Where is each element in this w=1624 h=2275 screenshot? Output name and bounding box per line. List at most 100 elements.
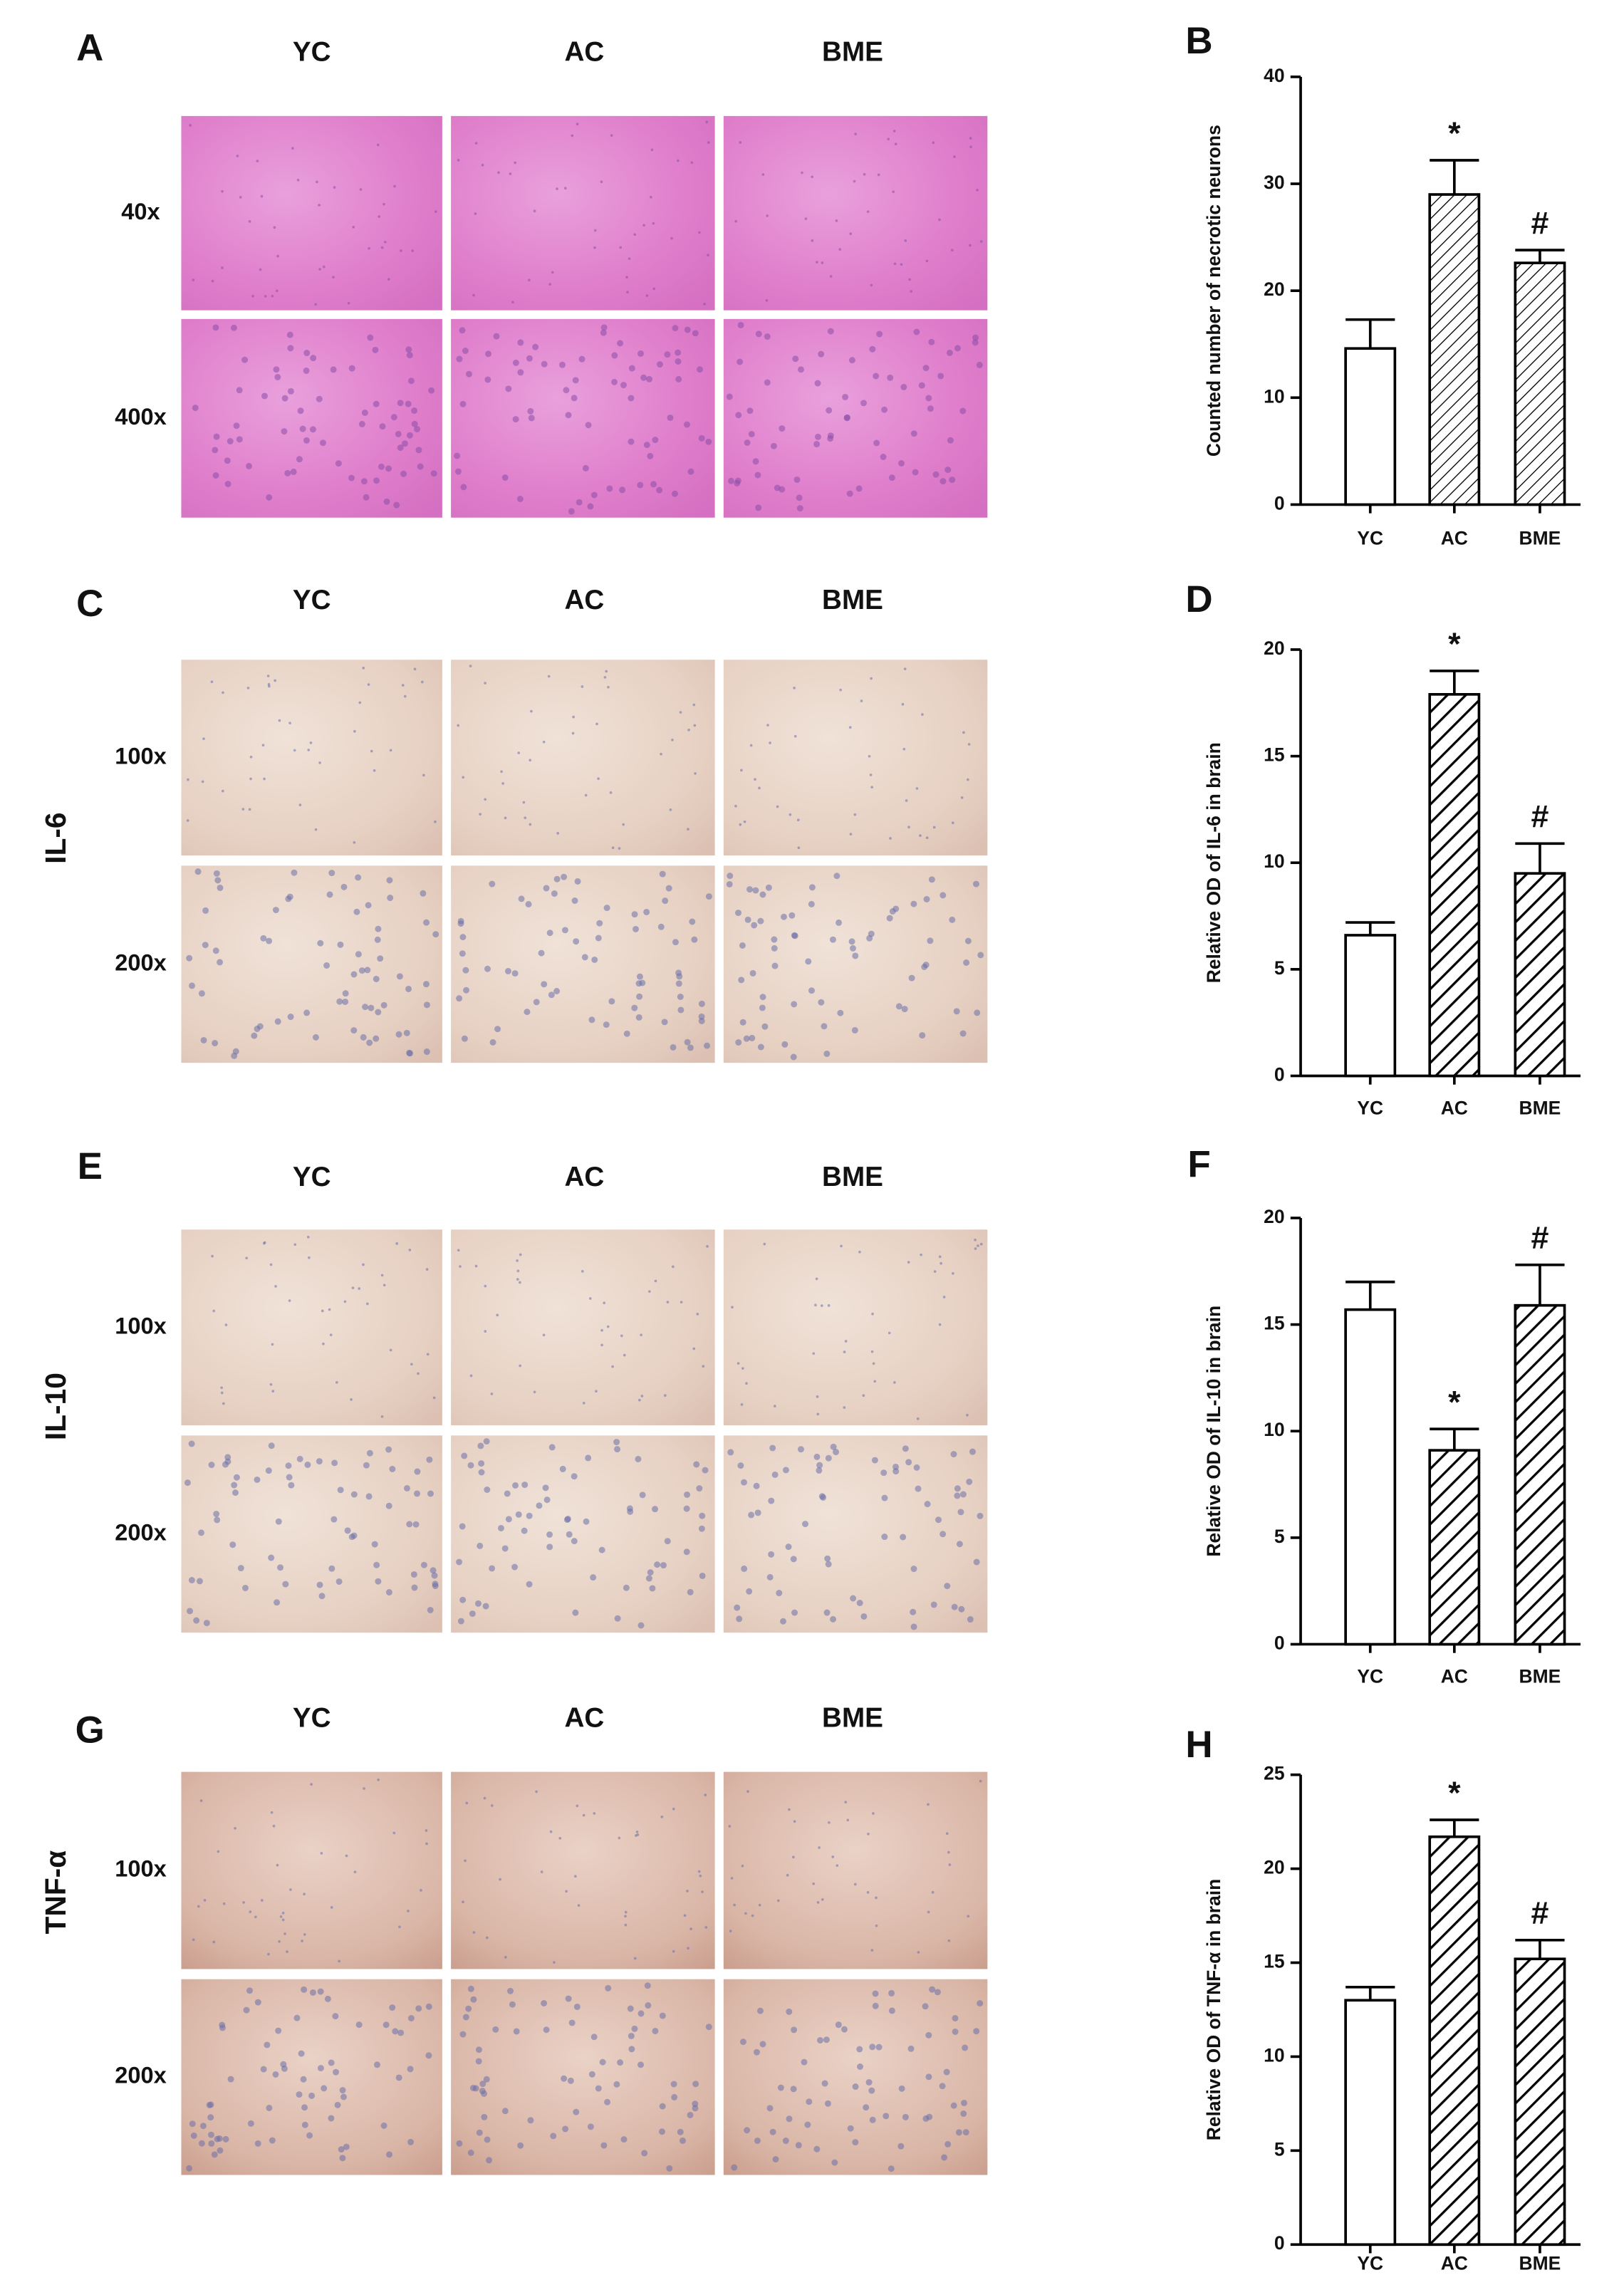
cell-nucleus [751, 922, 758, 929]
cell-nucleus [511, 301, 514, 304]
cell-nucleus [362, 1263, 365, 1266]
column-header: AC [564, 1703, 604, 1734]
cell-nucleus [948, 1863, 952, 1866]
cell-nucleus [964, 937, 972, 944]
cell-nucleus [532, 343, 539, 350]
cell-nucleus [599, 2058, 606, 2066]
cell-nucleus [833, 1449, 840, 1456]
cell-nucleus [691, 936, 698, 943]
cell-nucleus [699, 1874, 702, 1878]
cell-nucleus [672, 325, 679, 332]
cell-nucleus [432, 931, 439, 938]
cell-nucleus [389, 1348, 392, 1352]
magnification-label: 100x [115, 743, 166, 769]
cell-nucleus [459, 950, 466, 957]
cell-nucleus [267, 682, 271, 686]
cell-nucleus [979, 1242, 983, 1246]
cell-nucleus [463, 986, 470, 994]
cell-nucleus [683, 1548, 690, 1556]
cell-nucleus [397, 2029, 405, 2036]
cell-nucleus [925, 259, 929, 263]
cell-nucleus [262, 1241, 266, 1245]
cell-nucleus [754, 2048, 760, 2056]
cell-nucleus [972, 880, 979, 887]
cell-nucleus [308, 2092, 316, 2099]
cell-nucleus [264, 2041, 271, 2048]
cell-nucleus [675, 375, 682, 382]
cell-nucleus [291, 147, 294, 150]
cell-nucleus [600, 329, 607, 336]
cell-nucleus [359, 188, 363, 191]
cell-nucleus [772, 2156, 779, 2163]
cell-nucleus [744, 916, 751, 923]
cell-nucleus [801, 171, 803, 175]
cell-nucleus [881, 1494, 888, 1501]
x-tick-label: AC [1441, 1097, 1468, 1118]
cell-nucleus [389, 2004, 396, 2011]
cell-nucleus [274, 373, 281, 380]
cell-nucleus [358, 967, 365, 974]
cell-nucleus [786, 2008, 793, 2015]
cell-nucleus [587, 2123, 594, 2130]
cell-nucleus [411, 407, 418, 415]
cell-nucleus [266, 494, 273, 501]
cell-nucleus [816, 1412, 820, 1416]
cell-nucleus [408, 1249, 412, 1251]
cell-nucleus [677, 993, 684, 1000]
cell-nucleus [944, 2140, 952, 2148]
cell-nucleus [795, 2142, 802, 2149]
cell-nucleus [496, 1313, 499, 1317]
cell-nucleus [631, 911, 638, 918]
cell-nucleus [866, 1890, 870, 1894]
cell-nucleus [835, 219, 838, 222]
cell-nucleus [328, 1565, 335, 1572]
x-tick-label: YC [1357, 1665, 1383, 1687]
cell-nucleus [953, 155, 956, 158]
cell-nucleus [907, 826, 910, 829]
cell-nucleus [524, 816, 527, 820]
cell-nucleus [846, 1818, 850, 1822]
cell-nucleus [853, 1883, 857, 1886]
cell-nucleus [499, 1878, 501, 1881]
cell-nucleus [543, 2026, 550, 2034]
cell-nucleus [581, 685, 584, 688]
cell-nucleus [242, 1584, 249, 1591]
cell-nucleus [333, 2068, 339, 2076]
y-tick-label: 20 [1264, 278, 1284, 300]
cell-nucleus [928, 338, 935, 345]
cell-nucleus [893, 262, 897, 266]
micrograph [181, 660, 442, 856]
cell-nucleus [212, 1040, 219, 1046]
cell-nucleus [494, 1026, 501, 1033]
cell-nucleus [600, 180, 603, 184]
cell-nucleus [422, 774, 425, 777]
cell-nucleus [207, 2131, 214, 2138]
cell-nucleus [261, 744, 265, 747]
cell-nucleus [967, 743, 971, 746]
cell-nucleus [748, 430, 755, 437]
cell-nucleus [546, 930, 553, 937]
cell-nucleus [287, 1014, 294, 1021]
cell-nucleus [846, 490, 853, 497]
cell-nucleus [412, 1521, 420, 1528]
cell-nucleus [413, 667, 417, 671]
cell-nucleus [312, 1034, 319, 1041]
micrograph [723, 1771, 988, 1969]
cell-nucleus [461, 1452, 468, 1459]
cell-nucleus [907, 1261, 910, 1264]
cell-nucleus [860, 1613, 868, 1620]
cell-nucleus [483, 1796, 486, 1800]
cell-nucleus [624, 1915, 627, 1918]
cell-nucleus [959, 407, 967, 415]
cell-nucleus [411, 420, 418, 427]
cell-nucleus [676, 159, 680, 162]
cell-nucleus [484, 1330, 487, 1333]
cell-nucleus [540, 1870, 543, 1873]
micrograph [723, 660, 988, 856]
cell-nucleus [647, 452, 654, 459]
cell-nucleus [726, 393, 733, 400]
cell-nucleus [679, 711, 682, 714]
cell-nucleus [847, 2125, 854, 2132]
cell-nucleus [479, 2088, 486, 2095]
cell-nucleus [672, 1807, 675, 1811]
